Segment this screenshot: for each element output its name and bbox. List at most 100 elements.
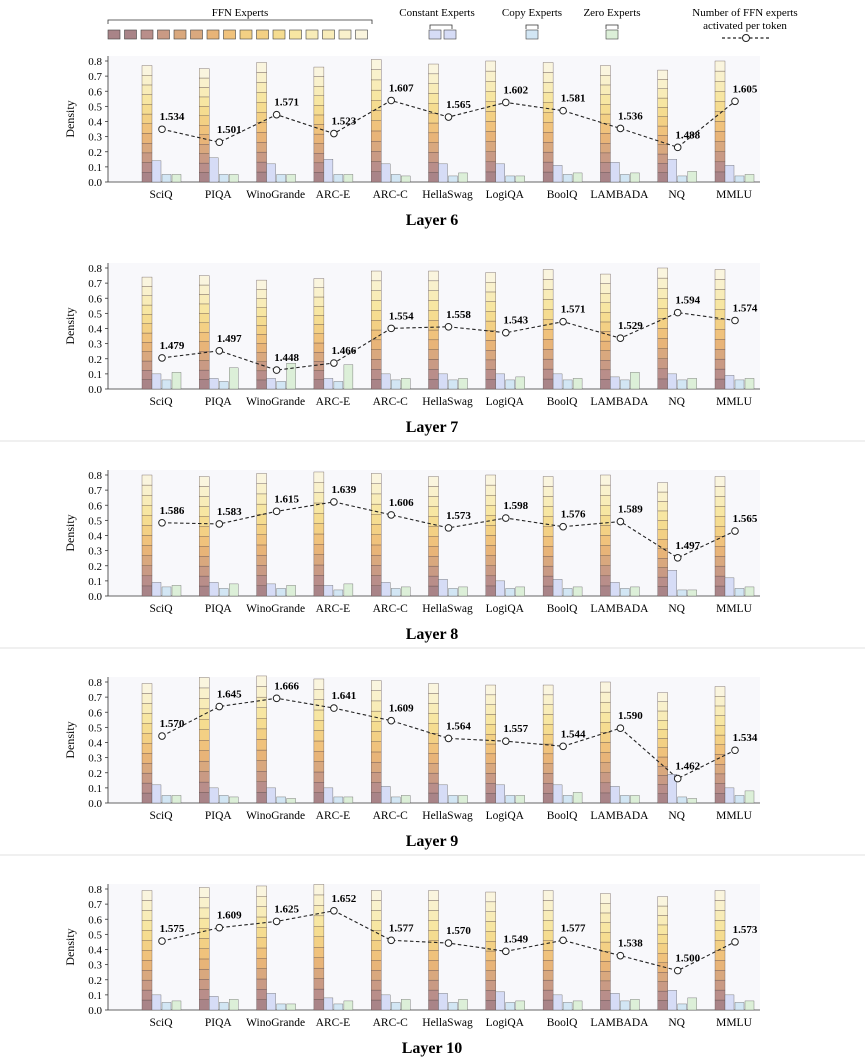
bar-ffn-segment: [199, 750, 210, 762]
bar-zero: [458, 378, 468, 390]
line-point: [158, 937, 166, 945]
bar-constant: [266, 378, 276, 390]
bar-ffn-segment: [371, 280, 382, 291]
bar-ffn-segment: [199, 275, 210, 286]
bar-ffn-segment: [256, 989, 267, 1000]
bar-ffn-segment: [141, 525, 153, 536]
bar-ffn-segment: [600, 505, 611, 516]
bar-zero: [744, 378, 755, 390]
x-tick-label: ARC-C: [373, 1017, 408, 1029]
x-tick-label: PIQA: [205, 1017, 233, 1029]
bar-constant: [610, 786, 620, 804]
bar-zero: [687, 798, 697, 804]
bar-ffn-segment: [657, 576, 668, 587]
bar-constant: [151, 784, 162, 804]
bar-ffn-segment: [313, 153, 325, 164]
bar-ffn-segment: [485, 545, 496, 556]
y-tick-label: 0.6: [88, 86, 102, 98]
bar-ffn-segment: [542, 378, 554, 390]
data-label: 1.466: [332, 345, 357, 357]
x-tick-label: NQ: [668, 810, 685, 822]
bar-ffn-segment: [199, 506, 210, 517]
bar-ffn-segment: [542, 279, 554, 290]
bar-zero: [343, 583, 354, 597]
bar-copy: [505, 379, 515, 390]
bar-ffn-segment: [428, 999, 439, 1011]
data-label: 1.607: [389, 82, 414, 94]
bar-ffn-segment: [371, 290, 382, 301]
x-tick-label: SciQ: [150, 189, 174, 201]
bar-constant: [323, 585, 334, 597]
bar-ffn-segment: [485, 999, 496, 1011]
bar-ffn-segment: [657, 1000, 668, 1011]
bar-constant: [667, 159, 677, 183]
bar-ffn-segment: [428, 900, 439, 911]
bar-ffn-segment: [199, 928, 210, 939]
bar-ffn-segment: [256, 102, 267, 113]
bar-copy: [620, 1000, 630, 1011]
data-label: 1.523: [332, 116, 357, 128]
bar-constant: [667, 373, 677, 390]
bar-ffn-segment: [313, 296, 325, 307]
bar-ffn-segment: [313, 709, 325, 721]
x-tick-label: BoolQ: [547, 810, 578, 822]
bar-ffn-segment: [199, 303, 210, 314]
bar-ffn-segment: [542, 299, 554, 310]
legend-line-label-1: Number of FFN experts: [692, 7, 797, 19]
bar-ffn-segment: [199, 708, 210, 720]
y-tick-label: 0.7: [88, 71, 102, 83]
line-point: [215, 520, 224, 528]
line-point: [387, 936, 396, 945]
bar-zero: [458, 586, 468, 597]
bar-ffn-segment: [428, 378, 439, 390]
bar-ffn-segment: [714, 890, 726, 901]
bar-zero: [630, 795, 640, 804]
bar-ffn-segment: [600, 555, 611, 566]
bar-copy: [219, 795, 229, 804]
bar-zero: [401, 586, 411, 597]
bar-ffn: [485, 474, 496, 597]
bar-ffn-segment: [542, 486, 554, 497]
bar-ffn-segment: [657, 558, 668, 568]
bar-ffn-segment: [600, 65, 611, 76]
bar-ffn-segment: [199, 968, 210, 980]
bar-ffn-segment: [485, 379, 496, 390]
chart-title: Layer 6: [406, 212, 459, 229]
bar-zero: [572, 1000, 583, 1011]
bar-ffn-segment: [428, 555, 439, 567]
bar-ffn: [657, 692, 668, 804]
bar-ffn-segment: [657, 692, 668, 702]
bar-ffn-segment: [600, 1000, 611, 1011]
bar-ffn-segment: [714, 131, 726, 142]
line-point: [673, 774, 682, 783]
bar-ffn-segment: [600, 474, 611, 486]
bar-constant: [495, 163, 505, 183]
bar-ffn-segment: [542, 930, 554, 941]
bar-ffn-segment: [199, 516, 210, 527]
bar-ffn-segment: [600, 350, 611, 361]
bar-ffn-segment: [313, 523, 325, 535]
line-point: [330, 359, 338, 367]
bar-constant: [209, 996, 219, 1011]
bar-ffn-segment: [199, 740, 210, 751]
bar-ffn-segment: [714, 900, 726, 911]
bar-ffn-segment: [313, 978, 325, 990]
bar-ffn-segment: [141, 370, 153, 380]
bar-ffn-segment: [371, 731, 382, 742]
bar-ffn-segment: [657, 905, 668, 916]
bar-ffn: [600, 681, 611, 804]
bar-ffn-segment: [371, 575, 382, 586]
bar-ffn-segment: [714, 269, 726, 280]
bar-ffn-segment: [600, 712, 611, 723]
bar-constant: [610, 376, 620, 390]
y-tick-label: 0.2: [88, 561, 102, 573]
bar-ffn-segment: [199, 125, 210, 135]
bar-ffn-segment: [313, 761, 325, 773]
bar-copy: [734, 795, 745, 804]
data-label: 1.575: [160, 923, 185, 935]
bar-ffn-segment: [141, 304, 153, 315]
y-tick-label: 0.2: [88, 354, 102, 366]
bar-ffn-segment: [371, 910, 382, 921]
bar-ffn-segment: [199, 958, 210, 970]
bar-ffn-segment: [657, 298, 668, 309]
